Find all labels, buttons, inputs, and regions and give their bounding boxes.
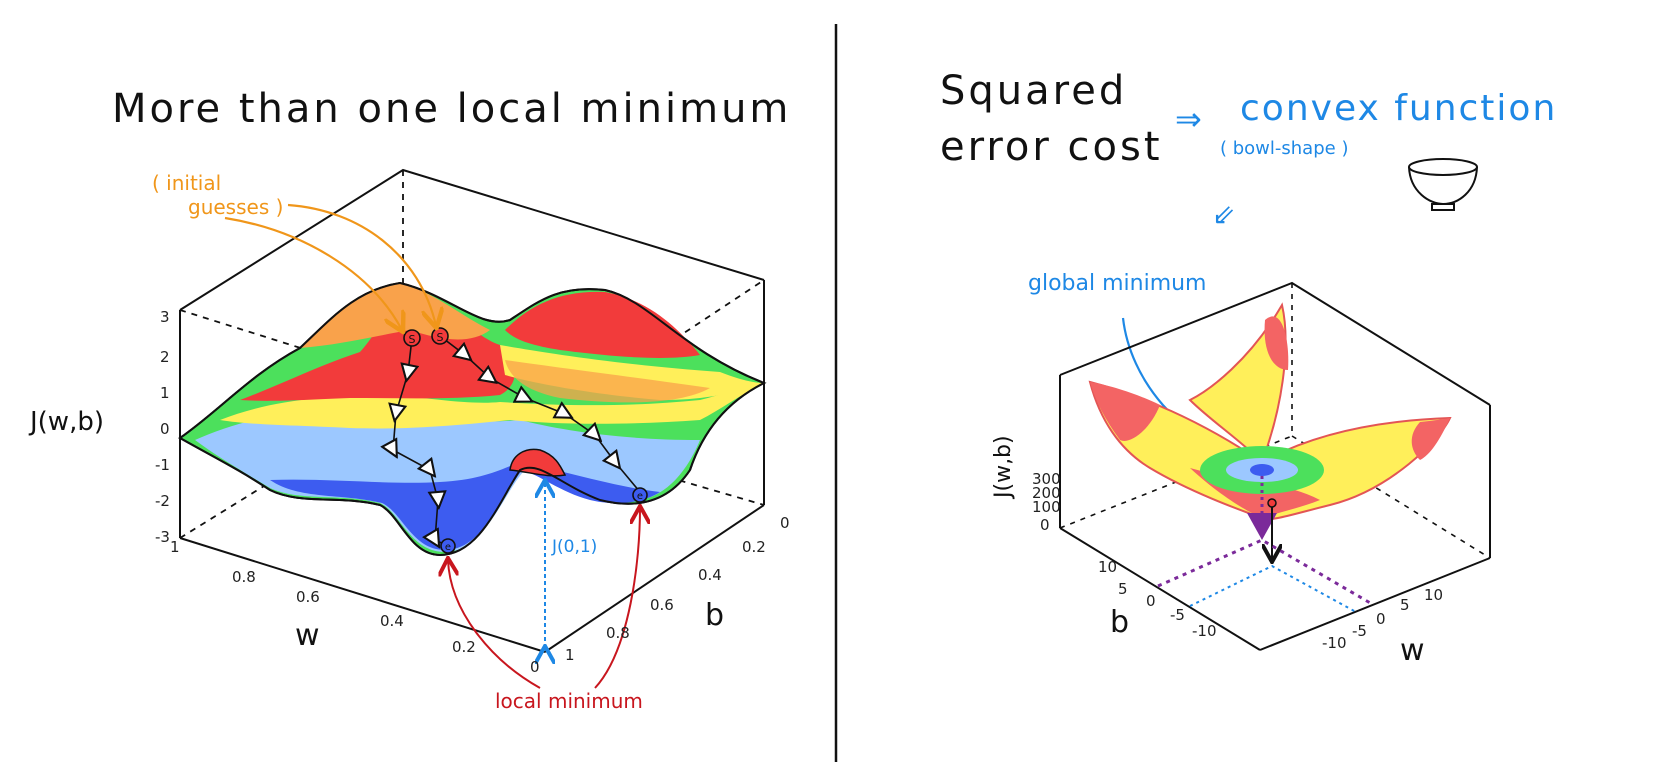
left-box-frame: [179, 168, 765, 653]
left-z-axis-label: J(w,b): [28, 407, 104, 437]
svg-text:S: S: [437, 331, 444, 344]
svg-text:0: 0: [160, 420, 170, 438]
left-title: More than one local minimum: [112, 86, 791, 132]
local-min-arrow-2: [594, 508, 640, 689]
start-marker-2: S: [431, 327, 449, 345]
svg-text:0.6: 0.6: [650, 596, 674, 614]
svg-text:10: 10: [1424, 586, 1443, 604]
svg-text:-5: -5: [1352, 622, 1367, 640]
svg-text:0: 0: [780, 514, 790, 532]
end-marker-1: e: [440, 538, 456, 554]
left-z-ticks: 3 2 1 0 -1 -2 -3: [155, 308, 170, 546]
bowl-icon: [1408, 158, 1478, 211]
right-z-ticks: 300 200 100 0: [1032, 470, 1061, 534]
svg-text:-10: -10: [1192, 622, 1217, 640]
left-b-axis-label: b: [705, 598, 724, 633]
svg-text:0.8: 0.8: [606, 624, 630, 642]
right-title-line1: Squared: [940, 68, 1127, 114]
initial-guesses-label-2: guesses ): [188, 195, 283, 219]
initial-guess-arrow-1: [224, 216, 402, 330]
svg-text:0: 0: [530, 658, 540, 676]
left-w-ticks: 1 0.8 0.6 0.4 0.2 0: [170, 538, 540, 676]
svg-text:0.2: 0.2: [742, 538, 766, 556]
svg-text:S: S: [409, 333, 416, 346]
svg-text:-10: -10: [1322, 634, 1347, 652]
start-marker-1: S: [403, 329, 421, 347]
svg-text:e: e: [445, 542, 451, 553]
local-minimum-label: local minimum: [495, 689, 643, 713]
right-w-ticks: -10 -5 0 5 10: [1322, 586, 1443, 652]
left-b-ticks: 0 0.2 0.4 0.6 0.8 1: [565, 514, 790, 664]
right-w-axis-label: w: [1400, 633, 1425, 668]
svg-text:300: 300: [1032, 470, 1061, 488]
initial-guesses-label-1: ( initial: [152, 171, 221, 195]
svg-text:100: 100: [1032, 498, 1061, 516]
svg-text:3: 3: [160, 308, 170, 326]
svg-text:10: 10: [1098, 558, 1117, 576]
left-surface: [178, 281, 767, 557]
svg-text:-1: -1: [155, 456, 170, 474]
down-left-arrow: ⇙: [1212, 198, 1235, 231]
convex-function-label: convex function: [1240, 88, 1557, 129]
svg-text:-3: -3: [155, 528, 170, 546]
local-min-arrow-1: [448, 560, 541, 689]
descent-path-1: [393, 337, 446, 545]
end-marker-2: e: [632, 487, 648, 503]
svg-text:1: 1: [565, 646, 575, 664]
floor-projection: [1157, 538, 1373, 613]
svg-text:-5: -5: [1170, 606, 1185, 624]
right-box-frame: [1059, 281, 1491, 651]
svg-text:-2: -2: [155, 492, 170, 510]
implies-arrow: ⇒: [1175, 100, 1202, 138]
svg-text:0.6: 0.6: [296, 588, 320, 606]
bowl-shape-label: ( bowl-shape ): [1220, 138, 1348, 159]
black-drop-dot: [1267, 498, 1277, 508]
j-value-label: J(0,1): [551, 537, 597, 557]
svg-text:5: 5: [1118, 580, 1128, 598]
svg-text:5: 5: [1400, 596, 1410, 614]
svg-text:e: e: [637, 491, 643, 502]
right-z-axis-label: J(w,b): [991, 435, 1016, 500]
right-surface: [1088, 302, 1452, 521]
svg-text:0: 0: [1376, 610, 1386, 628]
right-b-axis-label: b: [1110, 605, 1129, 640]
svg-text:0: 0: [1040, 516, 1050, 534]
left-w-axis-label: w: [295, 618, 320, 653]
initial-guess-arrow-2: [287, 203, 436, 326]
right-title-line2: error cost: [940, 124, 1163, 170]
svg-text:0.2: 0.2: [452, 638, 476, 656]
right-b-ticks: 10 5 0 -5 -10: [1098, 558, 1217, 640]
global-minimum-label: global minimum: [1028, 271, 1207, 296]
descent-path-2: [439, 335, 641, 493]
svg-text:1: 1: [170, 538, 180, 556]
svg-text:200: 200: [1032, 484, 1061, 502]
svg-text:0.8: 0.8: [232, 568, 256, 586]
svg-text:2: 2: [160, 348, 170, 366]
svg-text:0.4: 0.4: [380, 612, 404, 630]
svg-text:0.4: 0.4: [698, 566, 722, 584]
svg-text:1: 1: [160, 384, 170, 402]
svg-text:0: 0: [1146, 592, 1156, 610]
